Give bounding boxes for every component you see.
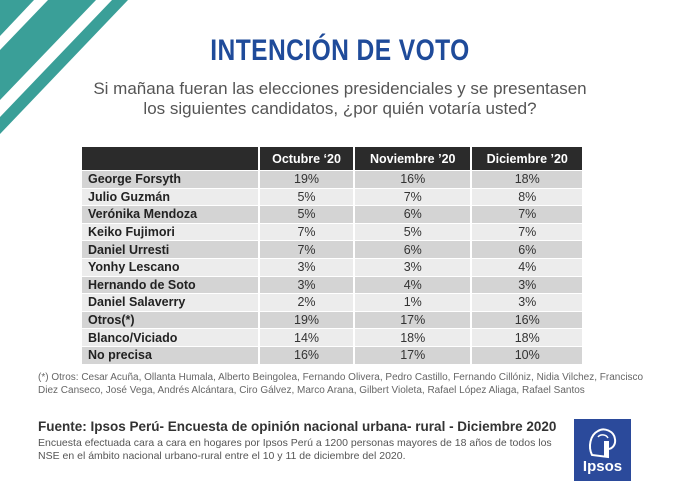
vote-percent-cell: 3%	[471, 293, 582, 312]
vote-percent-cell: 5%	[259, 187, 356, 206]
vote-percent-cell: 17%	[354, 310, 473, 329]
vote-percent-cell: 10%	[471, 345, 582, 364]
question-line-1: Si mañana fueran las elecciones presiden…	[93, 79, 587, 98]
vote-percent-cell: 6%	[471, 240, 582, 259]
header-october: Octubre ‘20	[259, 147, 356, 171]
candidate-name: Verónika Mendoza	[82, 205, 260, 224]
vote-percent-cell: 7%	[354, 187, 473, 206]
candidate-name: Julio Guzmán	[82, 187, 260, 206]
vote-percent-cell: 18%	[471, 170, 582, 189]
vote-percent-cell: 19%	[259, 310, 356, 329]
candidate-name: Daniel Urresti	[82, 240, 260, 259]
vote-percent-cell: 6%	[354, 205, 473, 224]
source-title: Fuente: Ipsos Perú- Encuesta de opinión …	[38, 419, 557, 434]
vote-percent-cell: 7%	[259, 222, 356, 241]
vote-percent-cell: 4%	[471, 257, 582, 277]
vote-percent-cell: 2%	[259, 293, 356, 312]
table-row: George Forsyth 19% 16% 18%	[82, 170, 582, 189]
table-body: George Forsyth 19% 16% 18% Julio Guzmán 5% 7% 8…	[82, 170, 582, 364]
candidate-name: Keiko Fujimori	[82, 222, 260, 241]
vote-percent-cell: 3%	[354, 257, 473, 277]
vote-percent-cell: 3%	[259, 257, 356, 277]
table-row: No precisa 16% 17% 10%	[82, 345, 582, 364]
table-row: Daniel Salaverry 2% 1% 3%	[82, 293, 582, 312]
vote-percent-cell: 5%	[259, 205, 356, 224]
candidate-name: Daniel Salaverry	[82, 293, 260, 312]
candidate-name: George Forsyth	[82, 170, 260, 189]
vote-percent-cell: 18%	[471, 328, 582, 347]
ipsos-logo: Ipsos	[574, 419, 631, 481]
candidate-name: Blanco/Viciado	[82, 328, 260, 347]
results-table: Octubre ‘20 Noviembre ’20 Diciembre ’20 …	[82, 147, 582, 364]
survey-question: Si mañana fueran las elecciones presiden…	[60, 79, 620, 119]
vote-percent-cell: 16%	[471, 310, 582, 329]
candidate-name: Otros(*)	[82, 310, 260, 329]
vote-percent-cell: 4%	[354, 275, 473, 294]
vote-percent-cell: 14%	[259, 328, 356, 347]
table-row: Yonhy Lescano 3% 3% 4%	[82, 257, 582, 277]
header-december: Diciembre ’20	[471, 147, 582, 171]
vote-percent-cell: 6%	[354, 240, 473, 259]
candidate-name: No precisa	[82, 345, 260, 364]
table-row: Blanco/Viciado 14% 18% 18%	[82, 328, 582, 347]
vote-percent-cell: 1%	[354, 293, 473, 312]
table-row: Otros(*) 19% 17% 16%	[82, 310, 582, 329]
vote-percent-cell: 19%	[259, 170, 356, 189]
vote-percent-cell: 3%	[471, 275, 582, 294]
vote-percent-cell: 7%	[259, 240, 356, 259]
vote-percent-cell: 7%	[471, 205, 582, 224]
vote-percent-cell: 5%	[354, 222, 473, 241]
question-line-2: los siguientes candidatos, ¿por quién vo…	[143, 99, 537, 118]
vote-percent-cell: 18%	[354, 328, 473, 347]
corner-stripes-decoration	[0, 0, 128, 134]
logo-text: Ipsos	[582, 458, 623, 475]
table-row: Keiko Fujimori 7% 5% 7%	[82, 222, 582, 241]
vote-percent-cell: 8%	[471, 187, 582, 206]
table-row: Hernando de Soto 3% 4% 3%	[82, 275, 582, 294]
vote-percent-cell: 7%	[471, 222, 582, 241]
candidate-name: Hernando de Soto	[82, 275, 260, 294]
footnote-others: (*) Otros: Cesar Acuña, Ollanta Humala, …	[38, 372, 644, 396]
header-candidate	[82, 147, 260, 171]
vote-percent-cell: 16%	[259, 345, 356, 364]
vote-percent-cell: 16%	[354, 170, 473, 189]
table-row: Daniel Urresti 7% 6% 6%	[82, 240, 582, 259]
table-header-row: Octubre ‘20 Noviembre ’20 Diciembre ’20	[82, 147, 582, 171]
table-row: Verónika Mendoza 5% 6% 7%	[82, 205, 582, 224]
vote-percent-cell: 3%	[259, 275, 356, 294]
logo-emblem-icon	[589, 428, 617, 459]
page-title: INTENCIÓN DE VOTO	[210, 34, 470, 67]
source-description: Encuesta efectuada cara a cara en hogare…	[38, 437, 552, 462]
candidate-name: Yonhy Lescano	[82, 257, 260, 277]
vote-percent-cell: 17%	[354, 345, 473, 364]
header-november: Noviembre ’20	[354, 147, 473, 171]
table-row: Julio Guzmán 5% 7% 8%	[82, 187, 582, 206]
